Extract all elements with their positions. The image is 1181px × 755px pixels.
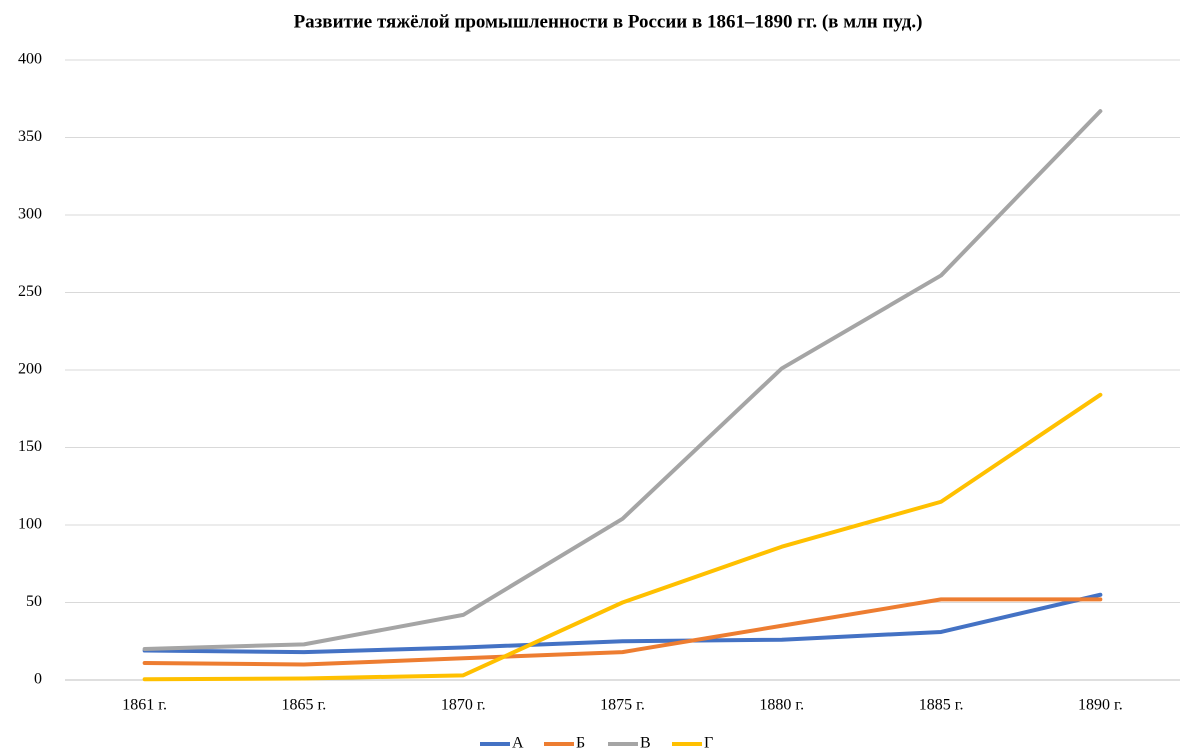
y-tick-label: 400 xyxy=(18,51,42,68)
series-line xyxy=(142,597,1103,667)
legend-label: Г xyxy=(704,735,713,752)
x-tick-label: 1861 г. xyxy=(122,697,167,714)
y-tick-label: 100 xyxy=(18,516,42,533)
series-line xyxy=(142,109,1103,651)
x-tick-label: 1875 г. xyxy=(600,697,645,714)
y-tick-label: 350 xyxy=(18,128,42,145)
legend-label: Б xyxy=(576,735,585,752)
series-line xyxy=(142,592,1103,655)
y-tick-label: 300 xyxy=(18,206,42,223)
y-tick-label: 150 xyxy=(18,438,42,455)
x-tick-label: 1890 г. xyxy=(1078,697,1123,714)
x-tick-label: 1870 г. xyxy=(441,697,486,714)
y-tick-label: 250 xyxy=(18,283,42,300)
legend-label: В xyxy=(640,735,651,752)
series-line xyxy=(142,392,1103,682)
legend-label: А xyxy=(512,735,524,752)
x-tick-label: 1880 г. xyxy=(759,697,804,714)
y-tick-label: 0 xyxy=(34,671,42,688)
y-tick-label: 50 xyxy=(26,593,42,610)
x-tick-label: 1865 г. xyxy=(282,697,327,714)
y-tick-label: 200 xyxy=(18,361,42,378)
x-tick-label: 1885 г. xyxy=(919,697,964,714)
chart-title: Развитие тяжёлой промышленности в России… xyxy=(294,11,923,32)
